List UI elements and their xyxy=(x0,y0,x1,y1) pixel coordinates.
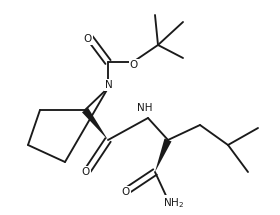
Text: O: O xyxy=(82,167,90,177)
Text: NH$_2$: NH$_2$ xyxy=(164,196,185,210)
Polygon shape xyxy=(155,139,172,172)
Text: N: N xyxy=(105,80,113,90)
Text: NH: NH xyxy=(137,103,153,113)
Polygon shape xyxy=(82,108,108,140)
Text: O: O xyxy=(130,60,138,70)
Text: O: O xyxy=(84,34,92,44)
Text: O: O xyxy=(122,187,130,197)
